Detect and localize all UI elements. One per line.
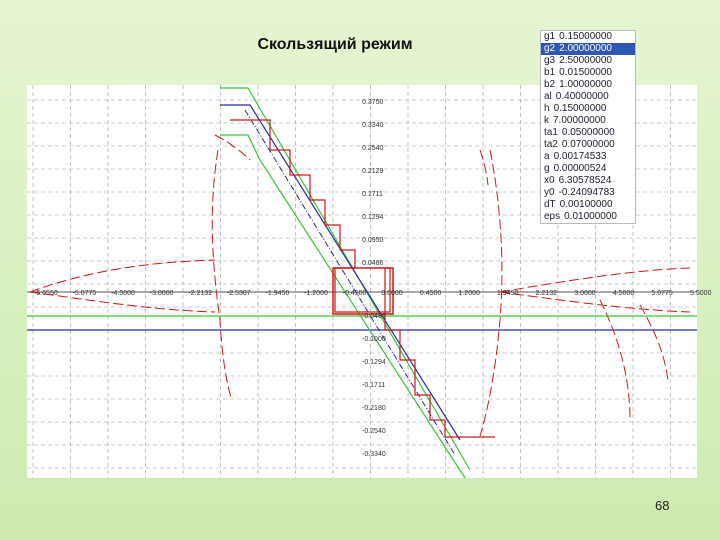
parameter-row[interactable]: a 0.00174533 [541, 151, 635, 163]
x-tick-label: -3.0000 [150, 290, 174, 297]
parameter-name: b2 [544, 79, 556, 90]
y-tick-label: -0.0486 [362, 313, 386, 320]
parameter-row[interactable]: g2 2.00000000 [541, 43, 635, 55]
y-tick-label: 0.0950 [362, 237, 384, 244]
y-tick-label: -0.3340 [362, 451, 386, 458]
switching-line-lower [220, 134, 466, 479]
parameter-value: 0.07000000 [561, 139, 615, 150]
parameter-name: y0 [544, 187, 555, 198]
parameter-row[interactable]: b1 0.01500000 [541, 67, 635, 79]
x-tick-label: -0.4500 [343, 290, 367, 297]
parameter-value: 7.00000000 [553, 115, 606, 126]
slide-title: Скользящий режим [257, 36, 413, 53]
parameter-name: g1 [544, 31, 556, 42]
red-dashed-curves [29, 134, 691, 437]
parameter-name: b1 [544, 67, 556, 78]
x-tick-label: 0.0000 [381, 290, 403, 297]
x-tick-label: -4.5000 [111, 290, 135, 297]
x-tick-label: 0.4500 [420, 290, 442, 297]
parameter-value: 0.01000000 [564, 211, 617, 222]
parameter-row[interactable]: g 0.00000524 [541, 163, 635, 175]
parameter-value: 0.01500000 [559, 67, 612, 78]
y-tick-label: -0.1000 [362, 336, 386, 343]
y-tick-label: 0.3340 [362, 122, 384, 129]
x-tick-labels: -5.6550 -5.0775 -4.5000 -3.0000 -2.2132 -2.53… [34, 290, 712, 297]
y-tick-label: 0.1294 [362, 214, 384, 221]
parameter-name: al [544, 91, 552, 102]
parameter-name: dT [544, 199, 556, 210]
parameter-name: g [544, 163, 550, 174]
parameter-name: h [544, 103, 550, 114]
x-tick-label: 1.2000 [458, 290, 480, 297]
parameter-row[interactable]: eps 0.01000000 [541, 211, 635, 223]
x-tick-label: 2.2132 [536, 290, 558, 297]
parameter-list[interactable]: g1 0.15000000 g2 2.00000000 g3 2.50000000 b1 0.… [540, 30, 636, 224]
parameter-value: 0.00174533 [553, 151, 607, 162]
parameter-row[interactable]: y0 -0.24094783 [541, 187, 635, 199]
parameter-name: ta1 [544, 127, 558, 138]
y-tick-labels: 0.3750 0.3340 0.2540 0.2129 0.1711 0.1294 0.09… [362, 99, 386, 458]
parameter-row[interactable]: x0 6.30578524 [541, 175, 635, 187]
parameter-name: x0 [544, 175, 555, 186]
parameter-row[interactable]: g1 0.15000000 [541, 31, 635, 43]
parameter-name: a [544, 151, 550, 162]
page-number: 68 [655, 498, 670, 513]
parameter-row[interactable]: k 7.00000000 [541, 115, 635, 127]
y-tick-label: -0.1711 [362, 382, 385, 389]
x-tick-label: 5.0775 [651, 290, 673, 297]
x-tick-label: 5.5000 [690, 290, 712, 297]
x-tick-label: -1.9450 [266, 290, 290, 297]
parameter-name: k [544, 115, 549, 126]
parameter-value: 0.00100000 [559, 199, 613, 210]
parameter-row[interactable]: dT 0.00100000 [541, 199, 635, 211]
red-trajectory [230, 119, 495, 438]
parameter-value: 0.40000000 [555, 91, 609, 102]
parameter-value: 2.00000000 [559, 43, 612, 54]
parameter-value: 0.05000000 [561, 127, 615, 138]
sliding-box [332, 267, 394, 315]
parameter-value: 0.15000000 [559, 31, 612, 42]
y-tick-label: -0.2180 [362, 405, 386, 412]
parameter-row[interactable]: h 0.15000000 [541, 103, 635, 115]
x-tick-label: 1.9450 [497, 290, 519, 297]
parameter-name: g3 [544, 55, 556, 66]
parameter-row[interactable]: ta2 0.07000000 [541, 139, 635, 151]
parameter-value: 2.50000000 [559, 55, 612, 66]
parameter-row[interactable]: b2 1.00000000 [541, 79, 635, 91]
parameter-value: -0.24094783 [558, 187, 615, 198]
parameter-value: 0.00000524 [553, 163, 607, 174]
grid [27, 85, 697, 478]
y-tick-label: 0.2540 [362, 145, 384, 152]
x-tick-label: -2.5307 [227, 290, 251, 297]
x-tick-label: -5.6550 [34, 290, 58, 297]
x-tick-label: -1.2000 [304, 290, 328, 297]
parameter-name: eps [544, 211, 561, 222]
parameter-name: ta2 [544, 139, 558, 150]
blue-trajectory [220, 104, 461, 441]
y-tick-label: 0.0486 [362, 260, 384, 267]
parameter-value: 6.30578524 [558, 175, 612, 186]
y-tick-label: -0.1294 [362, 359, 386, 366]
y-tick-label: -0.2540 [362, 428, 386, 435]
x-tick-label: -2.2132 [188, 290, 212, 297]
parameter-name: g2 [544, 43, 556, 54]
parameter-row[interactable]: al 0.40000000 [541, 91, 635, 103]
parameter-value: 0.15000000 [553, 103, 607, 114]
x-tick-label: -5.0775 [73, 290, 97, 297]
y-tick-label: 0.2129 [362, 168, 384, 175]
x-tick-label: 3.0000 [574, 290, 596, 297]
y-tick-label: 0.3750 [362, 99, 384, 106]
switching-line-upper [220, 87, 471, 471]
parameter-row[interactable]: g3 2.50000000 [541, 55, 635, 67]
x-tick-label: 4.5000 [613, 290, 635, 297]
parameter-row[interactable]: ta1 0.05000000 [541, 127, 635, 139]
parameter-value: 1.00000000 [559, 79, 612, 90]
y-tick-label: 0.1711 [362, 191, 383, 198]
blue-dashdot [244, 109, 456, 456]
